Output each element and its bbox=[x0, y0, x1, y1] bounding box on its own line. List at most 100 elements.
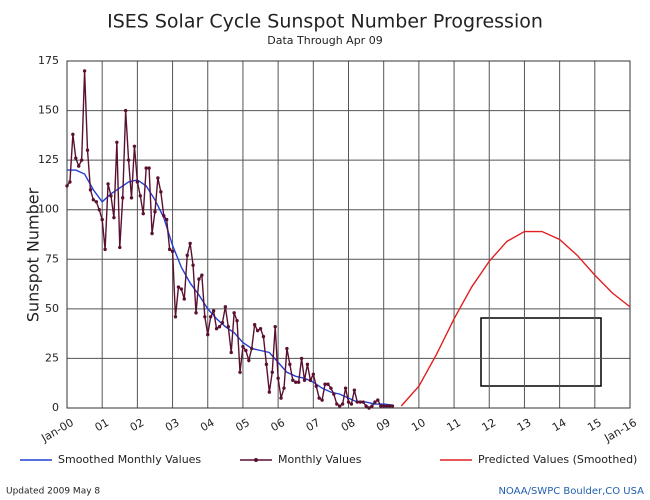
point bbox=[326, 382, 330, 386]
point bbox=[91, 198, 96, 202]
point bbox=[217, 325, 222, 329]
point bbox=[361, 400, 365, 404]
point bbox=[156, 176, 160, 180]
point bbox=[138, 194, 142, 198]
x-tick-label: 15 bbox=[585, 416, 604, 434]
legend-label: Predicted Values (Smoothed) bbox=[478, 453, 637, 466]
plot-frame bbox=[66, 60, 631, 409]
point bbox=[153, 209, 157, 214]
point bbox=[226, 325, 230, 329]
point bbox=[179, 287, 184, 291]
legend-label: Monthly Values bbox=[278, 453, 362, 466]
y-tick-label: 150 bbox=[38, 104, 59, 117]
point bbox=[270, 370, 274, 375]
point bbox=[203, 315, 207, 319]
point bbox=[162, 213, 166, 218]
point bbox=[188, 241, 192, 246]
point bbox=[308, 378, 313, 382]
point bbox=[370, 404, 374, 408]
point bbox=[291, 378, 295, 382]
point bbox=[364, 404, 368, 408]
point bbox=[296, 380, 301, 384]
x-tick-label: 12 bbox=[480, 416, 499, 434]
point bbox=[220, 321, 225, 325]
y-tick-label: 175 bbox=[38, 54, 59, 67]
point bbox=[343, 386, 348, 390]
point bbox=[100, 217, 104, 222]
point bbox=[141, 211, 145, 216]
point bbox=[346, 400, 351, 404]
x-tick-label: Jan-00 bbox=[38, 416, 76, 445]
point bbox=[252, 323, 257, 327]
x-tick-label: 08 bbox=[339, 416, 358, 434]
point bbox=[135, 180, 140, 184]
point bbox=[208, 315, 213, 319]
point bbox=[282, 386, 286, 390]
point bbox=[229, 350, 233, 355]
point bbox=[241, 344, 245, 349]
point bbox=[355, 400, 359, 404]
point bbox=[273, 325, 277, 329]
point bbox=[164, 217, 169, 222]
point bbox=[167, 247, 172, 252]
y-tick-label: 100 bbox=[38, 203, 59, 216]
y-tick-label: 0 bbox=[52, 401, 59, 414]
footer-updated: Updated 2009 May 8 bbox=[6, 487, 100, 497]
point bbox=[338, 404, 342, 408]
point bbox=[244, 348, 248, 353]
point bbox=[71, 132, 75, 137]
point bbox=[390, 404, 395, 408]
point bbox=[85, 148, 90, 152]
point bbox=[232, 311, 236, 315]
point bbox=[255, 328, 260, 333]
point bbox=[320, 398, 324, 402]
x-tick-label: 06 bbox=[269, 416, 288, 434]
point bbox=[118, 245, 122, 250]
point bbox=[387, 404, 392, 408]
y-axis-label: Sunspot Number bbox=[24, 187, 43, 322]
chart-subtitle: Data Through Apr 09 bbox=[267, 34, 382, 47]
point bbox=[97, 208, 101, 212]
point bbox=[211, 309, 216, 313]
point bbox=[258, 326, 263, 331]
series-line bbox=[67, 169, 393, 406]
point bbox=[132, 144, 137, 148]
point bbox=[74, 156, 78, 160]
point bbox=[352, 388, 357, 392]
point bbox=[294, 380, 298, 384]
point bbox=[358, 400, 362, 404]
x-tick-label: Jan-16 bbox=[601, 416, 639, 445]
point bbox=[332, 392, 336, 396]
point bbox=[311, 372, 316, 376]
point bbox=[123, 108, 128, 113]
point bbox=[159, 190, 163, 194]
point bbox=[238, 370, 242, 375]
point bbox=[379, 404, 383, 408]
point bbox=[329, 386, 333, 390]
point bbox=[106, 182, 110, 186]
point bbox=[223, 305, 228, 309]
x-tick-label: 03 bbox=[163, 416, 182, 434]
legend-label: Smoothed Monthly Values bbox=[58, 453, 201, 466]
point bbox=[276, 376, 280, 380]
point bbox=[288, 362, 292, 367]
x-tick-label: 11 bbox=[444, 416, 463, 434]
legend-marker bbox=[254, 458, 258, 462]
point bbox=[367, 406, 371, 410]
point bbox=[349, 402, 354, 406]
point bbox=[247, 358, 251, 363]
x-tick-label: 01 bbox=[93, 416, 112, 434]
point bbox=[197, 277, 201, 281]
x-tick-label: 05 bbox=[233, 416, 252, 434]
point bbox=[176, 285, 181, 289]
point bbox=[112, 215, 116, 220]
point bbox=[115, 140, 119, 144]
point bbox=[200, 273, 204, 277]
x-tick-label: 13 bbox=[515, 416, 534, 434]
point bbox=[144, 166, 148, 170]
point bbox=[126, 158, 131, 162]
point bbox=[305, 362, 310, 367]
point bbox=[129, 196, 134, 200]
point bbox=[279, 396, 283, 400]
